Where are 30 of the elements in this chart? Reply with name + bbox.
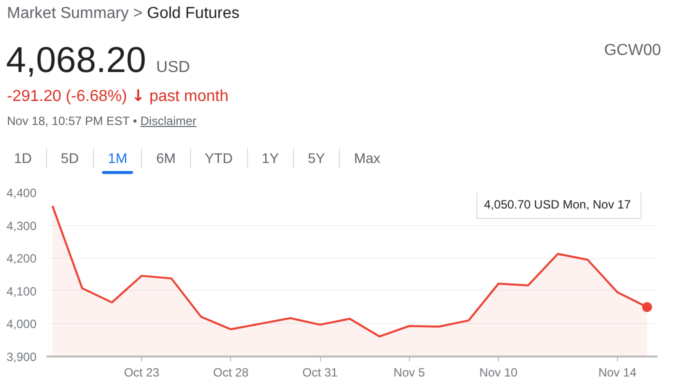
y-tick-label: 3,900 [6,350,37,364]
text: -291.20 (-6.68%) [7,88,128,105]
x-tick-label: Nov 14 [598,366,637,380]
y-tick-label: 4,200 [6,252,37,266]
text: Nov 18, 10:57 PM EST • [7,114,138,128]
text: past month [149,88,229,105]
x-tick-label: Nov 5 [394,366,426,380]
text: 5Y [292,148,339,168]
text: USD [156,59,190,76]
text: 1Y [246,148,293,168]
text: 1M [92,148,142,168]
y-tick-label: 4,300 [6,218,37,233]
x-tick-label: Oct 23 [124,366,160,380]
x-tick-label: Nov 10 [479,366,518,380]
text: Max [338,148,394,168]
annotation: 4,050.70 USD Mon, Nov 17 [484,198,632,212]
text: Disclaimer [140,114,196,128]
y-tick-label: 4,400 [6,186,37,200]
text: YTD [190,148,247,168]
chart-title: Market Summary > Gold Futures [7,4,240,24]
x-tick-label: Oct 31 [302,366,338,380]
text: 4,068.20 [6,39,146,80]
text: ↓ [132,86,145,105]
text: 1D [13,149,33,168]
text: 6M [141,148,190,168]
x-tick-label: Oct 28 [213,366,249,380]
text: 5D [46,148,93,168]
y-tick-label: 4,000 [6,317,37,332]
text: GCW00 [604,41,661,61]
y-tick-label: 4,100 [6,284,37,298]
